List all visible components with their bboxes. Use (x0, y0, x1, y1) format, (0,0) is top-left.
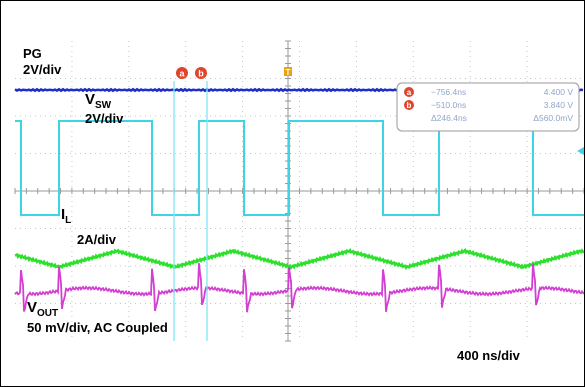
readout-time: −510.0ns (431, 100, 466, 110)
vout-channel-name: VOUT (27, 299, 59, 319)
cursor-marker-letter: a (179, 69, 185, 79)
readout-time: −756.4ns (431, 87, 466, 97)
readout-marker-letter: b (407, 101, 412, 110)
readout-marker-letter: a (407, 88, 412, 97)
readout-value: Δ560.0mV (533, 113, 573, 123)
pg-channel-scale: 2V/div (23, 62, 62, 77)
vsw-trace (15, 120, 584, 216)
cursor-marker-letter: b (198, 69, 204, 79)
vout-trace (14, 263, 584, 313)
cursor-readout-box: a −756.4ns 4.400 V b −510.0ns 3.840 V Δ246.4ns… (396, 82, 580, 132)
pg-channel-name: PG (23, 46, 42, 61)
trigger-marker-letter: T (286, 68, 291, 77)
trigger-marker (284, 67, 292, 76)
vsw-channel-scale: 2V/div (85, 111, 124, 126)
time-scale-label: 400 ns/div (457, 348, 520, 363)
vsw-level-indicator (577, 147, 584, 155)
readout-value: 3.840 V (544, 100, 574, 110)
vsw-channel-name: VSW (85, 91, 112, 111)
readout-panel (396, 82, 580, 132)
readout-marker-a (404, 87, 414, 97)
vout-channel-scale: 50 mV/div, AC Coupled (27, 320, 168, 335)
cursor-marker-b (195, 67, 207, 79)
readout-time: Δ246.4ns (431, 113, 467, 123)
il-channel-name: IL (61, 206, 72, 226)
readout-marker-b (404, 100, 414, 110)
cursor-marker-a (176, 67, 188, 79)
readout-value: 4.400 V (544, 87, 574, 97)
il-channel-scale: 2A/div (77, 232, 117, 247)
il-trace (14, 247, 584, 271)
